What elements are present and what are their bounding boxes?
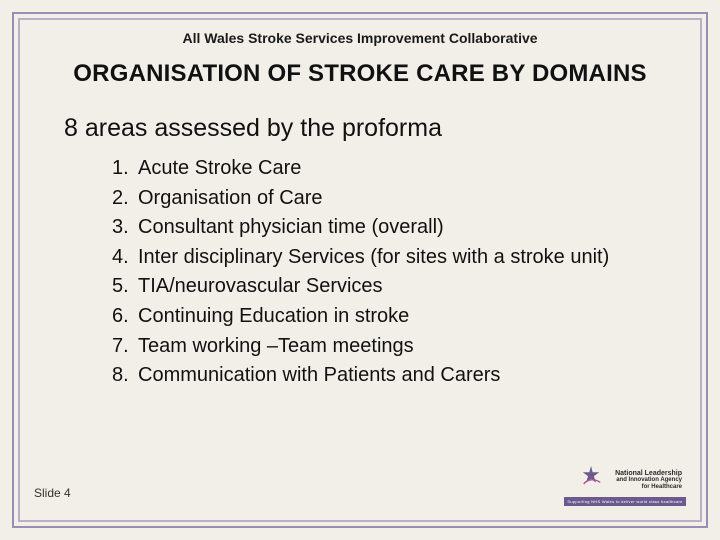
list-item: 7. Team working –Team meetings (112, 333, 640, 361)
footer-logo: National Leadership and Innovation Agenc… (564, 462, 686, 506)
domain-list: 1. Acute Stroke Care 2. Organisation of … (112, 155, 640, 390)
list-item: 3. Consultant physician time (overall) (112, 214, 640, 242)
list-text: TIA/neurovascular Services (138, 273, 640, 301)
slide-number: Slide 4 (34, 486, 71, 500)
list-item: 2. Organisation of Care (112, 185, 640, 213)
list-item: 6. Continuing Education in stroke (112, 303, 640, 331)
list-number: 1. (112, 155, 138, 183)
frame-inner: All Wales Stroke Services Improvement Co… (18, 18, 702, 522)
list-text: Continuing Education in stroke (138, 303, 640, 331)
header-text: All Wales Stroke Services Improvement Co… (20, 20, 700, 46)
list-text: Consultant physician time (overall) (138, 214, 640, 242)
list-text: Acute Stroke Care (138, 155, 640, 183)
slide-title: ORGANISATION OF STROKE CARE BY DOMAINS (20, 60, 700, 88)
list-item: 8. Communication with Patients and Carer… (112, 362, 640, 390)
logo-line-1: National Leadership (615, 470, 682, 477)
list-item: 1. Acute Stroke Care (112, 155, 640, 183)
logo-line-2: and Innovation Agency (615, 477, 682, 483)
logo-line-3: for Healthcare (615, 484, 682, 490)
list-number: 8. (112, 362, 138, 390)
list-number: 6. (112, 303, 138, 331)
slide-subtitle: 8 areas assessed by the proforma (64, 114, 700, 143)
list-text: Team working –Team meetings (138, 333, 640, 361)
list-number: 3. (112, 214, 138, 242)
list-number: 7. (112, 333, 138, 361)
frame-outer: All Wales Stroke Services Improvement Co… (12, 12, 708, 528)
list-item: 4. Inter disciplinary Services (for site… (112, 244, 640, 272)
slide: All Wales Stroke Services Improvement Co… (0, 0, 720, 540)
logo-text: National Leadership and Innovation Agenc… (615, 470, 682, 490)
list-item: 5. TIA/neurovascular Services (112, 273, 640, 301)
star-icon (580, 464, 602, 486)
list-number: 4. (112, 244, 138, 272)
list-text: Inter disciplinary Services (for sites w… (138, 244, 640, 272)
list-text: Communication with Patients and Carers (138, 362, 640, 390)
logo-bar-text: Supporting NHS Wales to deliver world cl… (564, 497, 686, 506)
list-number: 5. (112, 273, 138, 301)
list-text: Organisation of Care (138, 185, 640, 213)
list-number: 2. (112, 185, 138, 213)
